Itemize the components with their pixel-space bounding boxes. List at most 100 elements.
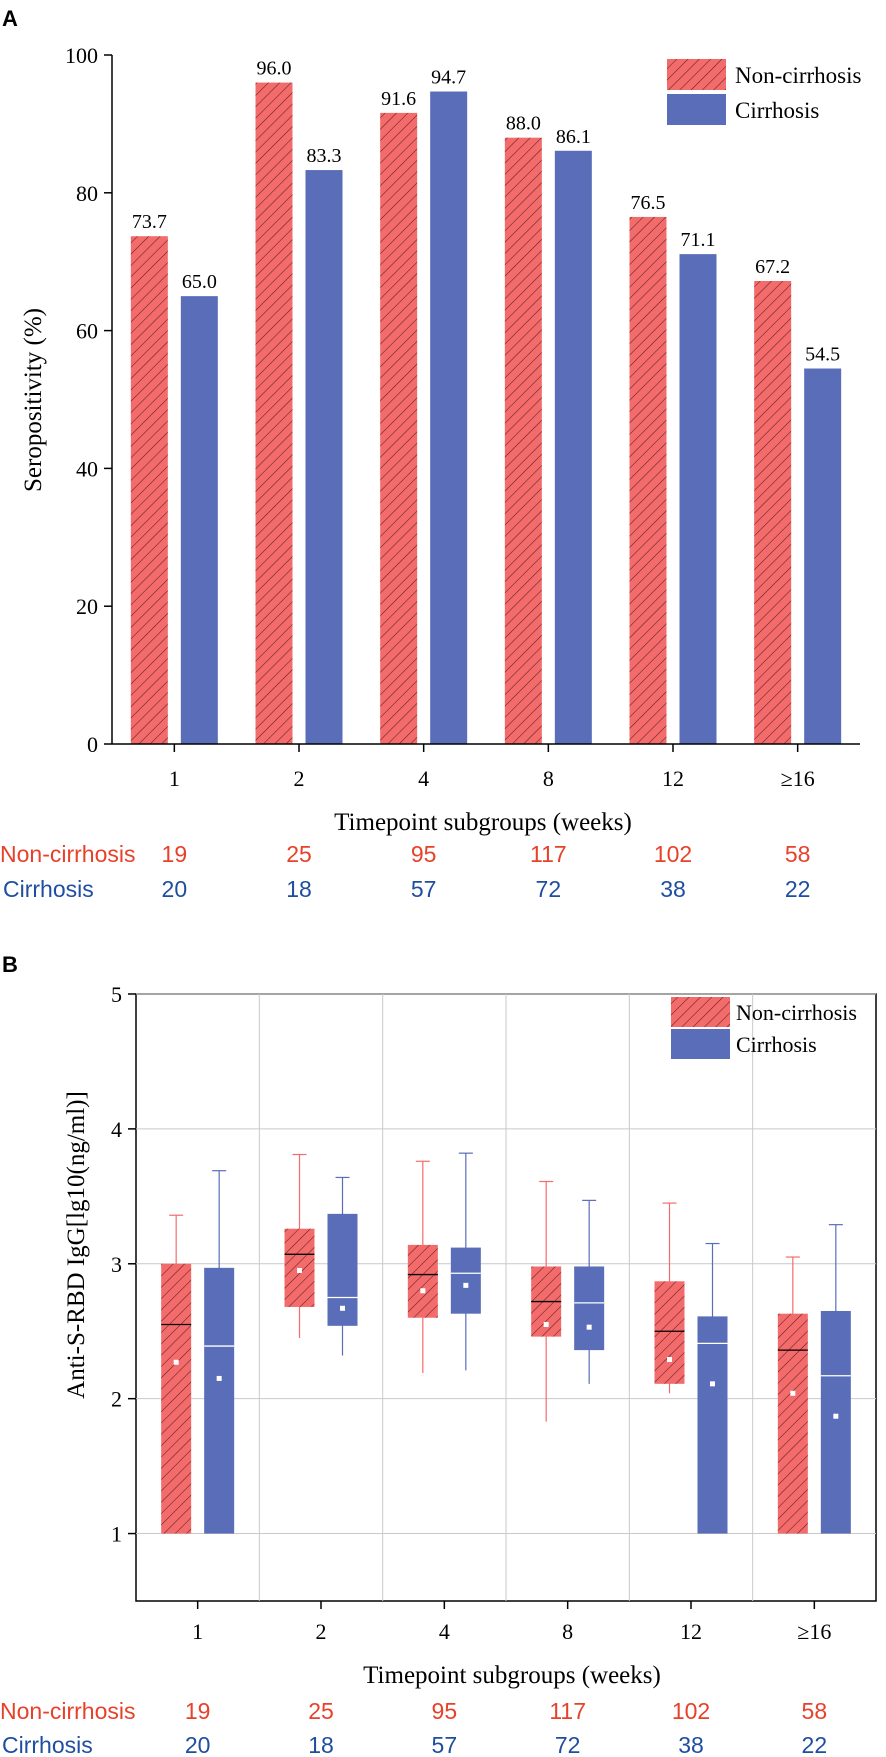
x-tick-label: 1	[169, 766, 180, 791]
count-cirrhosis: 18	[308, 1732, 334, 1757]
legend-swatch-non-cirrhosis	[671, 997, 730, 1027]
y-tick-label: 3	[111, 1252, 122, 1277]
x-tick-label: 12	[680, 1619, 702, 1644]
bar-cirrhosis	[804, 368, 842, 744]
panel-a-label: A	[2, 6, 18, 31]
count-non-cirrhosis: 102	[654, 841, 692, 867]
box-non-cirrhosis	[777, 1313, 808, 1534]
bar-non-cirrhosis	[504, 137, 542, 744]
count-non-cirrhosis: 19	[162, 841, 188, 867]
y-tick-label: 20	[76, 594, 98, 619]
data-label-non-cirrhosis: 67.2	[755, 256, 790, 278]
y-tick-label: 2	[111, 1387, 122, 1412]
x-tick-label: 12	[662, 766, 684, 791]
data-label-cirrhosis: 86.1	[556, 126, 591, 148]
mean-marker-non-cirrhosis	[667, 1357, 672, 1363]
legend-label-non-cirrhosis: Non-cirrhosis	[735, 63, 862, 88]
box-cirrhosis	[820, 1310, 851, 1534]
panel-a-legend: Non-cirrhosis Cirrhosis	[667, 59, 862, 125]
box-non-cirrhosis	[161, 1263, 192, 1534]
box-non-cirrhosis	[654, 1281, 685, 1384]
count-cirrhosis: 22	[802, 1732, 828, 1757]
y-tick-label: 5	[111, 982, 122, 1007]
legend-swatch-non-cirrhosis	[667, 59, 726, 90]
x-tick-label: 2	[316, 1619, 327, 1644]
panel-b-count-table: Non-cirrhosis Cirrhosis 19 20 25 18 95 57 117 7…	[0, 1698, 827, 1757]
count-non-cirrhosis: 117	[530, 841, 567, 867]
legend-swatch-cirrhosis	[667, 94, 726, 125]
data-label-non-cirrhosis: 96.0	[257, 58, 292, 80]
data-label-cirrhosis: 94.7	[431, 67, 466, 89]
count-cirrhosis: 72	[536, 876, 562, 902]
bar-non-cirrhosis	[754, 280, 792, 744]
y-tick-label: 40	[76, 456, 98, 481]
y-tick-label: 100	[65, 43, 98, 68]
count-row-label-non-cirrhosis: Non-cirrhosis	[0, 841, 135, 867]
count-non-cirrhosis: 58	[785, 841, 811, 867]
mean-marker-cirrhosis	[340, 1305, 345, 1311]
count-cirrhosis: 22	[785, 876, 811, 902]
x-tick-label: 4	[418, 766, 429, 791]
y-tick-label: 1	[111, 1522, 122, 1547]
box-cirrhosis	[697, 1316, 728, 1534]
data-label-non-cirrhosis: 88.0	[506, 113, 541, 135]
count-cirrhosis: 38	[678, 1732, 704, 1757]
panel-b-label: B	[2, 952, 18, 977]
panel-a-count-table: Non-cirrhosis Cirrhosis 19 20 25 18 95 57 117 7…	[0, 841, 810, 902]
count-non-cirrhosis: 58	[802, 1698, 828, 1724]
count-cirrhosis: 57	[411, 876, 437, 902]
mean-marker-non-cirrhosis	[173, 1359, 179, 1365]
panel-a-y-axis-title: Seropositivity (%)	[20, 308, 47, 492]
x-tick-label: 1	[192, 1619, 203, 1644]
legend-label-cirrhosis: Cirrhosis	[735, 98, 819, 123]
data-label-cirrhosis: 65.0	[182, 271, 217, 293]
mean-marker-non-cirrhosis	[790, 1390, 796, 1396]
panel-b-legend: Non-cirrhosis Cirrhosis	[671, 997, 857, 1059]
panel-b-x-axis-title: Timepoint subgroups (weeks)	[363, 1662, 661, 1689]
panel-b-y-ticks: 1 2 3 4 5	[111, 982, 136, 1547]
count-non-cirrhosis: 102	[672, 1698, 710, 1724]
mean-marker-non-cirrhosis	[543, 1321, 549, 1327]
panel-a-y-ticks: 0 20 40 60 80 100	[65, 43, 112, 757]
mean-marker-cirrhosis	[216, 1375, 222, 1381]
legend-label-cirrhosis: Cirrhosis	[736, 1032, 817, 1057]
bar-non-cirrhosis	[130, 236, 168, 744]
panel-b-x-ticks: 1 2 4 8 12 ≥16	[192, 1601, 831, 1644]
bar-cirrhosis	[305, 170, 343, 745]
y-tick-label: 80	[76, 181, 98, 206]
x-tick-label: 4	[439, 1619, 450, 1644]
x-tick-label: 8	[562, 1619, 573, 1644]
panel-a-x-axis-title: Timepoint subgroups (weeks)	[334, 809, 632, 836]
box-non-cirrhosis	[407, 1244, 438, 1318]
x-tick-label: 2	[294, 766, 305, 791]
bar-non-cirrhosis	[380, 112, 418, 745]
mean-marker-cirrhosis	[463, 1282, 469, 1288]
mean-marker-cirrhosis	[833, 1413, 839, 1419]
box-cirrhosis	[574, 1266, 605, 1351]
bar-cirrhosis	[180, 296, 218, 744]
count-cirrhosis: 57	[432, 1732, 458, 1757]
count-non-cirrhosis: 25	[286, 841, 312, 867]
count-cirrhosis: 20	[185, 1732, 211, 1757]
panel-b-gridlines	[136, 993, 876, 1601]
box-cirrhosis	[204, 1267, 235, 1534]
data-label-non-cirrhosis: 73.7	[132, 211, 167, 233]
data-label-non-cirrhosis: 76.5	[631, 192, 666, 214]
count-cirrhosis: 18	[286, 876, 312, 902]
box-non-cirrhosis	[284, 1228, 315, 1307]
count-cirrhosis: 72	[555, 1732, 581, 1757]
bar-cirrhosis	[554, 150, 592, 744]
count-non-cirrhosis: 25	[308, 1698, 334, 1724]
legend-label-non-cirrhosis: Non-cirrhosis	[736, 1000, 857, 1025]
data-label-non-cirrhosis: 91.6	[381, 88, 416, 110]
mean-marker-non-cirrhosis	[420, 1288, 426, 1294]
panel-b-y-axis-title: Anti-S-RBD IgG[lg10(ng/ml)]	[63, 1091, 90, 1399]
bar-non-cirrhosis	[255, 82, 293, 744]
y-tick-label: 0	[87, 732, 98, 757]
count-non-cirrhosis: 95	[411, 841, 437, 867]
mean-marker-non-cirrhosis	[297, 1268, 302, 1274]
bar-cirrhosis	[679, 254, 717, 744]
mean-marker-cirrhosis	[710, 1381, 715, 1387]
count-row-label-cirrhosis: Cirrhosis	[3, 876, 94, 902]
